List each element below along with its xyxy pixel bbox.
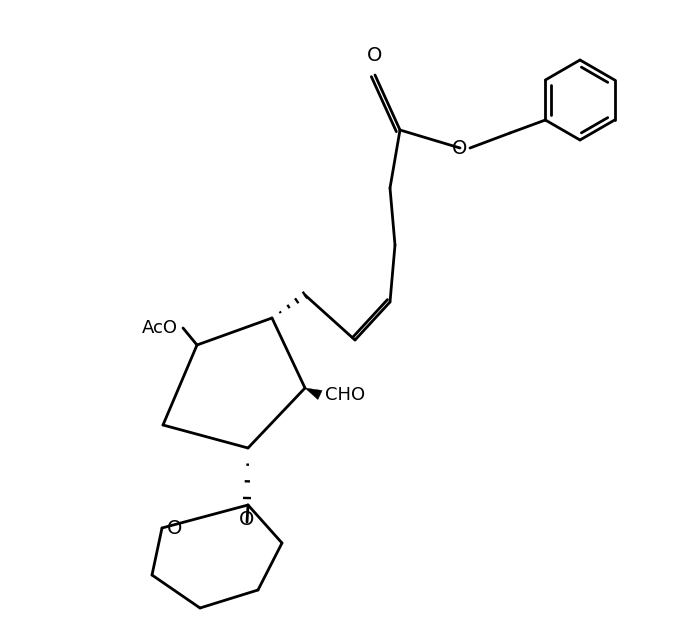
Text: O: O — [167, 519, 183, 537]
Text: CHO: CHO — [325, 386, 365, 404]
Polygon shape — [305, 388, 322, 399]
Text: O: O — [239, 510, 255, 529]
Text: AcO: AcO — [142, 319, 178, 337]
Text: O: O — [452, 139, 468, 157]
Text: O: O — [367, 46, 383, 65]
